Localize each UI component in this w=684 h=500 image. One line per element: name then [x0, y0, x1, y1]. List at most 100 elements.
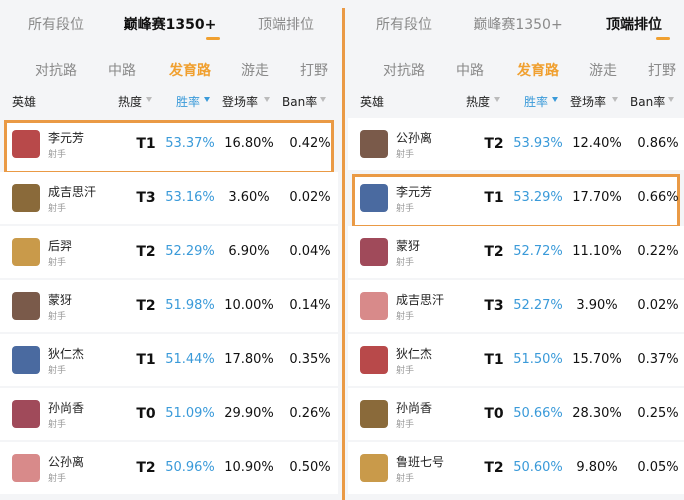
tab-underline [656, 37, 670, 40]
win-rate: 52.29% [165, 244, 215, 259]
win-rate: 52.72% [513, 244, 563, 259]
hero-row[interactable] [348, 442, 684, 494]
ban-rate: 0.02% [289, 190, 331, 205]
appear-rate: 3.90% [576, 298, 618, 313]
avatar [12, 346, 40, 374]
sort-icon [264, 97, 270, 102]
avatar [360, 346, 388, 374]
subtab[interactable]: 游走 [589, 63, 617, 79]
ban-rate: 0.05% [637, 460, 679, 475]
hero-role: 射手 [48, 150, 67, 160]
subtab[interactable]: 打野 [300, 63, 328, 79]
win-rate: 50.66% [513, 406, 563, 421]
hero-row[interactable] [348, 118, 684, 170]
avatar [12, 238, 40, 266]
ban-rate: 0.86% [637, 136, 679, 151]
hero-role: 射手 [48, 366, 67, 376]
avatar [360, 454, 388, 482]
tab[interactable]: 所有段位 [376, 17, 432, 33]
tier: T0 [484, 406, 504, 422]
subtab[interactable]: 发育路 [169, 63, 211, 79]
column-header[interactable]: 登场率 [570, 95, 607, 109]
hero-role: 射手 [396, 258, 415, 268]
column-header[interactable]: Ban率 [282, 95, 318, 109]
hero-role: 射手 [48, 258, 67, 268]
hero-row[interactable] [352, 174, 680, 228]
divider [342, 8, 345, 500]
column-header[interactable]: 胜率 [176, 95, 201, 109]
subtab[interactable]: 对抗路 [383, 63, 425, 79]
tab[interactable]: 所有段位 [28, 17, 84, 33]
tier: T1 [136, 352, 156, 368]
hero-row[interactable] [348, 280, 684, 332]
tab[interactable]: 巅峰赛1350+ [123, 17, 217, 33]
hero-name: 公孙离 [396, 131, 433, 145]
avatar [12, 130, 40, 158]
subtab[interactable]: 打野 [648, 63, 676, 79]
tab[interactable]: 顶端排位 [606, 17, 662, 33]
hero-row[interactable] [348, 226, 684, 278]
win-rate: 51.50% [513, 352, 563, 367]
tab[interactable]: 巅峰赛1350+ [473, 17, 563, 33]
hero-role: 射手 [396, 204, 415, 214]
hero-name: 狄仁杰 [48, 347, 85, 361]
column-header[interactable]: 登场率 [222, 95, 259, 109]
hero-role: 射手 [48, 474, 67, 484]
hero-name: 李元芳 [48, 131, 85, 145]
tier: T1 [136, 136, 156, 152]
hero-name: 蒙犽 [396, 239, 421, 253]
ban-rate: 0.35% [289, 352, 331, 367]
ban-rate: 0.22% [637, 244, 679, 259]
hero-name: 鲁班七号 [396, 455, 445, 469]
column-header[interactable]: Ban率 [630, 95, 666, 109]
hero-row[interactable] [348, 334, 684, 386]
sort-icon [552, 97, 558, 102]
win-rate: 51.98% [165, 298, 215, 313]
tab[interactable]: 顶端排位 [258, 17, 314, 33]
column-header[interactable]: 热度 [118, 95, 143, 109]
tab-underline [206, 37, 220, 40]
tier: T2 [484, 136, 504, 152]
ban-rate: 0.42% [289, 136, 331, 151]
tier: T1 [484, 190, 504, 206]
avatar [360, 400, 388, 428]
hero-row[interactable] [0, 388, 338, 440]
appear-rate: 15.70% [572, 352, 622, 367]
win-rate: 52.27% [513, 298, 563, 313]
hero-role: 射手 [396, 474, 415, 484]
tier: T0 [136, 406, 156, 422]
subtab[interactable]: 游走 [241, 63, 269, 79]
hero-row[interactable] [0, 226, 338, 278]
appear-rate: 9.80% [576, 460, 618, 475]
appear-rate: 12.40% [572, 136, 622, 151]
column-header[interactable]: 胜率 [524, 95, 549, 109]
subtab[interactable]: 中路 [108, 63, 136, 79]
hero-name: 成吉思汗 [396, 293, 445, 307]
hero-row[interactable] [0, 442, 338, 494]
subtab[interactable]: 对抗路 [35, 63, 77, 79]
sort-icon [146, 97, 152, 102]
tier: T3 [136, 190, 156, 206]
appear-rate: 17.70% [572, 190, 622, 205]
column-header[interactable]: 热度 [466, 95, 491, 109]
panel: 所有段位 巅峰赛1350+ 顶端排位 对抗路 中路 发育路 游走 打野 英雄 热度 胜率 登场率 Ban… [0, 0, 338, 500]
hero-row[interactable] [0, 334, 338, 386]
hero-row[interactable] [348, 388, 684, 440]
appear-rate: 29.90% [224, 406, 274, 421]
tier: T2 [136, 244, 156, 260]
avatar [12, 454, 40, 482]
win-rate: 53.29% [513, 190, 563, 205]
subtab[interactable]: 发育路 [517, 63, 559, 79]
sort-icon [494, 97, 500, 102]
win-rate: 53.37% [165, 136, 215, 151]
tier: T2 [484, 460, 504, 476]
win-rate: 51.44% [165, 352, 215, 367]
hero-role: 射手 [48, 204, 67, 214]
avatar [360, 238, 388, 266]
hero-row[interactable] [0, 280, 338, 332]
hero-row[interactable] [0, 172, 338, 224]
hero-role: 射手 [396, 420, 415, 430]
avatar [12, 400, 40, 428]
subtab[interactable]: 中路 [456, 63, 484, 79]
